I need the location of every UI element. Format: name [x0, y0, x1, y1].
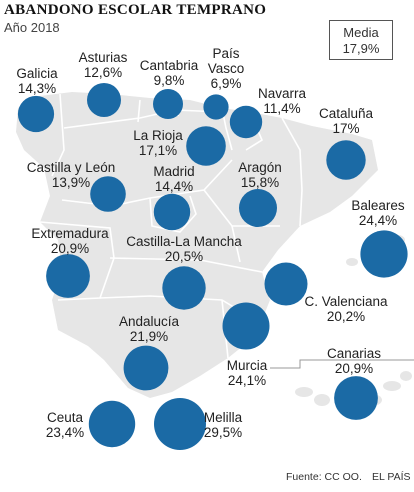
bubble-baleares [360, 230, 408, 278]
legend-label: Media [343, 25, 379, 40]
region-label-cantabria: Cantabria 9,8% [139, 58, 199, 88]
legend-value: 17,9% [342, 41, 380, 56]
bubble-castilla-y-le-n [90, 176, 126, 212]
peninsula-land [16, 92, 378, 398]
region-label-castilla-y-leon: Castilla y León 13,9% [26, 160, 116, 190]
bubble-galicia [17, 95, 55, 133]
source-note: Fuente: CC OO. [286, 471, 362, 483]
canarias-inset-frame [270, 359, 414, 369]
bubble-navarra [229, 105, 263, 139]
region-label-andalucia: Andalucía 21,9% [118, 314, 180, 344]
region-label-c-valenciana: C. Valenciana 20,2% [304, 294, 388, 324]
bubble-castilla-la-mancha [162, 266, 206, 310]
bubble-andaluc-a [123, 345, 169, 391]
region-label-la-rioja: La Rioja 17,1% [133, 128, 183, 158]
bubble-layer [17, 83, 408, 450]
bubble-canarias [334, 376, 378, 420]
publisher-credit: EL PAÍS [372, 471, 411, 483]
region-label-cataluna: Cataluña 17% [318, 106, 374, 136]
region-label-navarra: Navarra 11,4% [257, 86, 306, 116]
bubble-madrid [153, 193, 191, 231]
bubble-catalu-a [326, 140, 366, 180]
bubble-murcia [222, 302, 270, 350]
region-label-aragon: Aragón 15,8% [238, 160, 282, 190]
region-label-extremadura: Extremadura 20,9% [31, 226, 109, 256]
region-label-baleares: Baleares 24,4% [351, 198, 405, 228]
region-label-melilla: Melilla 29,5% [203, 410, 243, 440]
bubble-la-rioja [186, 126, 226, 166]
chart-title: ABANDONO ESCOLAR TEMPRANO [4, 2, 267, 18]
bubble-asturias [87, 83, 121, 117]
bubble-cantabria [153, 89, 183, 119]
region-label-madrid: Madrid 14,4% [153, 164, 195, 194]
region-label-pais-vasco: País Vasco 6,9% [207, 46, 245, 91]
bubble-extremadura [46, 254, 90, 298]
bubble-arag-n [239, 189, 277, 227]
bubble-c-valenciana [264, 262, 308, 306]
chart-subtitle: Año 2018 [4, 20, 60, 35]
bubble-melilla [154, 398, 206, 450]
region-label-asturias: Asturias 12,6% [78, 50, 128, 80]
region-label-canarias: Canarias 20,9% [326, 346, 382, 376]
region-label-ceuta: Ceuta 23,4% [45, 410, 85, 440]
region-label-castilla-la-mancha: Castilla-La Mancha 20,5% [126, 234, 242, 264]
average-legend-box: Media 17,9% [329, 20, 393, 60]
bubble-ceuta [88, 400, 136, 448]
bubble-pa-s-vasco [203, 94, 229, 120]
region-label-murcia: Murcia 24,1% [226, 358, 268, 388]
region-label-galicia: Galicia 14,3% [16, 66, 58, 96]
